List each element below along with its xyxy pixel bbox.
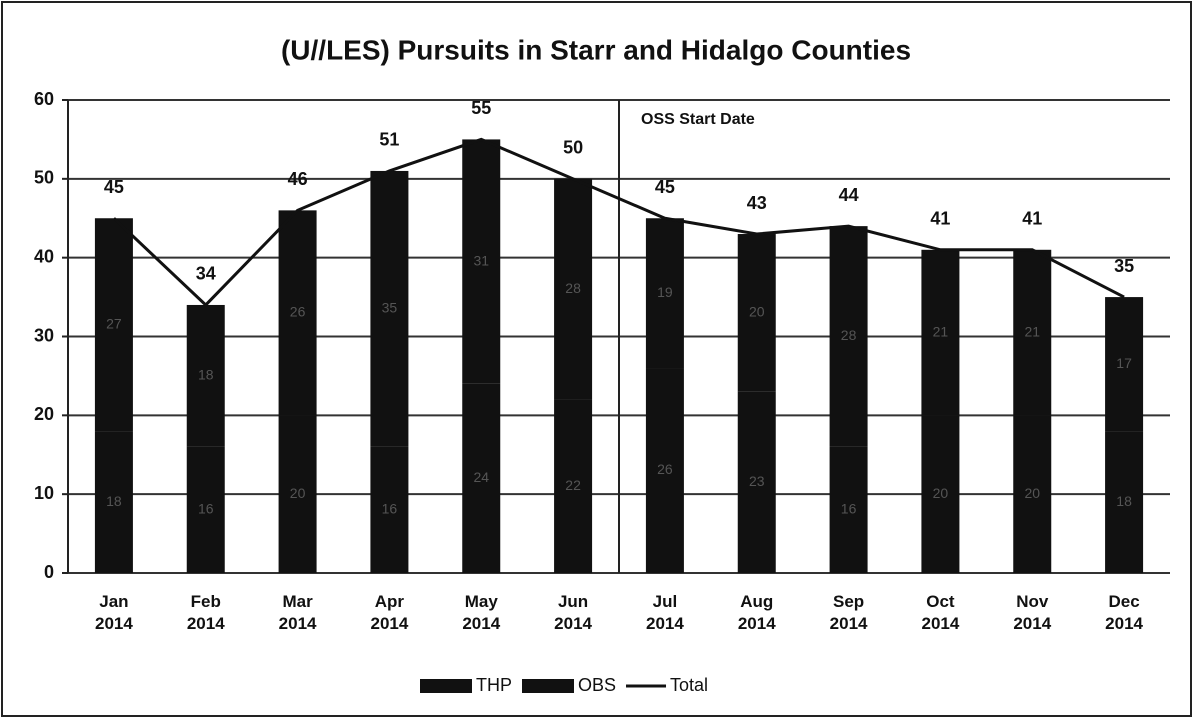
data-label: 34 bbox=[196, 264, 216, 284]
segment-label: 17 bbox=[1116, 355, 1132, 371]
bar-segment bbox=[370, 446, 409, 573]
segment-label: 26 bbox=[290, 304, 306, 320]
bar-segment bbox=[462, 383, 501, 573]
segment-label: 20 bbox=[749, 304, 765, 320]
bar-segment bbox=[554, 399, 593, 573]
segment-label: 18 bbox=[106, 493, 122, 509]
segment-label: 28 bbox=[841, 327, 857, 343]
segment-label: 16 bbox=[382, 501, 398, 517]
data-label: 45 bbox=[655, 177, 675, 197]
legend-swatch bbox=[522, 679, 574, 693]
x-tick-label: Feb 2014 bbox=[186, 592, 225, 633]
data-label: 50 bbox=[563, 138, 583, 158]
segment-label: 20 bbox=[933, 485, 949, 501]
y-tick-label: 20 bbox=[34, 404, 54, 424]
segment-label: 19 bbox=[657, 284, 673, 300]
bar-segment bbox=[278, 210, 317, 416]
data-label: 55 bbox=[471, 98, 491, 118]
y-tick-label: 0 bbox=[44, 562, 54, 582]
x-tick-label: Nov 2014 bbox=[1013, 592, 1052, 633]
segment-label: 20 bbox=[290, 485, 306, 501]
chart-title: (U//LES) Pursuits in Starr and Hidalgo C… bbox=[281, 34, 911, 65]
segment-label: 26 bbox=[657, 461, 673, 477]
segment-label: 21 bbox=[933, 323, 949, 339]
bar-segment bbox=[1105, 431, 1144, 573]
bar-segment bbox=[921, 249, 960, 416]
bar-segment bbox=[921, 415, 960, 573]
data-label: 41 bbox=[930, 209, 950, 229]
segment-label: 31 bbox=[473, 252, 489, 268]
segment-label: 21 bbox=[1024, 323, 1040, 339]
segment-label: 27 bbox=[106, 315, 122, 331]
bar-segment bbox=[737, 391, 776, 573]
x-tick-label: Jun 2014 bbox=[554, 592, 592, 633]
legend-swatch bbox=[420, 679, 472, 693]
bar-segment bbox=[94, 218, 133, 432]
bar-segment bbox=[737, 234, 776, 392]
segment-label: 16 bbox=[841, 501, 857, 517]
legend-label: THP bbox=[476, 675, 512, 695]
segment-label: 18 bbox=[198, 367, 214, 383]
bar-segment bbox=[94, 431, 133, 573]
segment-label: 35 bbox=[382, 300, 398, 316]
bar-segment bbox=[1013, 249, 1052, 416]
segment-label: 18 bbox=[1116, 493, 1132, 509]
bar-segment bbox=[645, 218, 684, 369]
x-tick-label: Aug 2014 bbox=[737, 592, 776, 633]
bar-segment bbox=[370, 170, 409, 447]
x-tick-label: Mar 2014 bbox=[278, 592, 317, 633]
data-label: 41 bbox=[1022, 209, 1042, 229]
bar-segment bbox=[186, 446, 225, 573]
bar-segment bbox=[829, 446, 868, 573]
total-line bbox=[112, 137, 1125, 308]
y-tick-label: 50 bbox=[34, 168, 54, 188]
legend-label: OBS bbox=[578, 675, 616, 695]
data-label: 46 bbox=[288, 169, 308, 189]
data-label: 43 bbox=[747, 193, 767, 213]
x-tick-label: Sep 2014 bbox=[829, 592, 868, 633]
bar-segment bbox=[829, 226, 868, 447]
y-tick-label: 30 bbox=[34, 325, 54, 345]
y-tick-label: 40 bbox=[34, 246, 54, 266]
bar-segment bbox=[278, 415, 317, 573]
bar-segment bbox=[1105, 297, 1144, 432]
legend-label: Total bbox=[670, 675, 708, 695]
bar-segment bbox=[554, 178, 593, 400]
y-tick-label: 60 bbox=[34, 89, 54, 109]
x-tick-label: Apr 2014 bbox=[370, 592, 409, 633]
bar-segment bbox=[186, 304, 225, 447]
bar-segment bbox=[1013, 415, 1052, 573]
segment-label: 22 bbox=[565, 477, 581, 493]
segment-label: 28 bbox=[565, 280, 581, 296]
x-tick-label: Jan 2014 bbox=[94, 592, 133, 633]
annotation: OSS Start Date bbox=[641, 111, 755, 128]
x-tick-label: Jul 2014 bbox=[645, 592, 684, 633]
data-label: 51 bbox=[379, 130, 399, 150]
segment-label: 16 bbox=[198, 501, 214, 517]
x-tick-label: May 2014 bbox=[462, 592, 501, 633]
x-tick-label: Oct 2014 bbox=[921, 592, 960, 633]
segment-label: 24 bbox=[473, 469, 489, 485]
data-label: 45 bbox=[104, 177, 124, 197]
data-label: 44 bbox=[839, 185, 859, 205]
bar-segment bbox=[462, 139, 501, 384]
x-tick-label: Dec 2014 bbox=[1105, 592, 1143, 633]
data-label: 35 bbox=[1114, 256, 1134, 276]
segment-label: 23 bbox=[749, 473, 765, 489]
segment-label: 20 bbox=[1024, 485, 1040, 501]
bar-segment bbox=[645, 368, 684, 573]
y-tick-label: 10 bbox=[34, 483, 54, 503]
